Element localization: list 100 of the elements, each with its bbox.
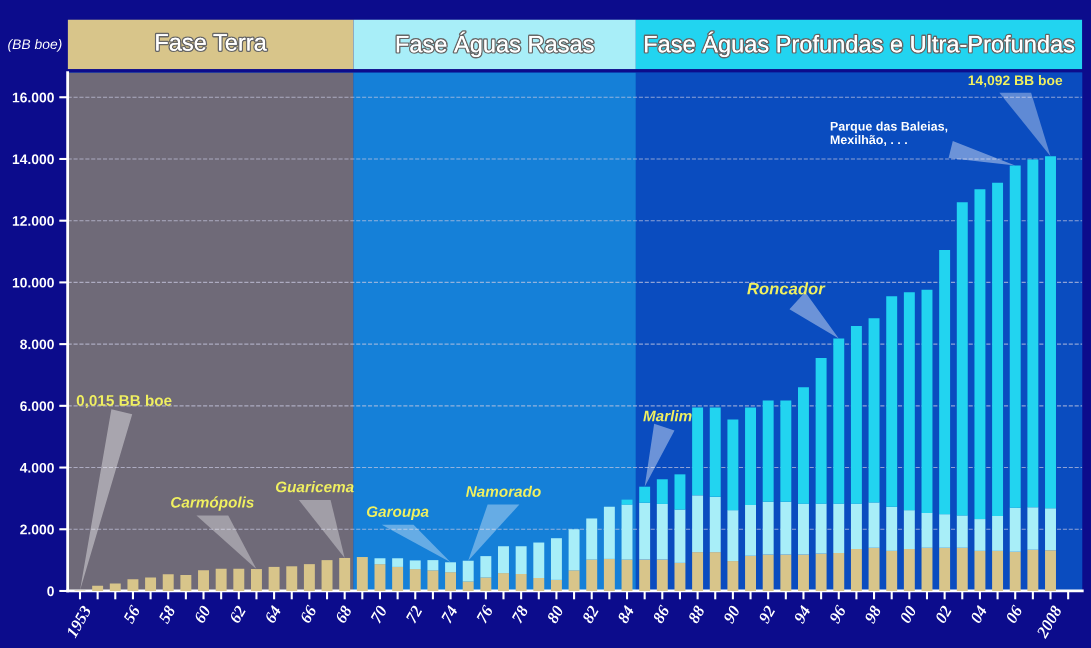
bar xyxy=(603,506,615,559)
bar xyxy=(833,503,845,554)
bar xyxy=(409,560,421,570)
bar xyxy=(127,579,139,591)
bar xyxy=(498,546,509,574)
bar xyxy=(533,578,545,591)
annotation: 0,015 BB boe xyxy=(76,394,172,409)
bar xyxy=(445,562,457,573)
annotation: Marlim xyxy=(643,410,692,422)
x-tick-label: 72 xyxy=(405,604,423,624)
y-tick-label: 6.000 xyxy=(20,401,54,411)
bar xyxy=(268,566,280,591)
bar xyxy=(709,552,721,591)
bar xyxy=(462,581,474,591)
bar xyxy=(374,564,386,591)
bar xyxy=(568,529,580,571)
x-tick-label: 66 xyxy=(299,604,318,624)
y-axis-title: (BB boe) xyxy=(8,38,62,52)
bar xyxy=(886,296,898,507)
y-tick-label: 12.000 xyxy=(12,216,54,226)
annotation: Namorado xyxy=(465,485,541,497)
y-tick-label: 16.000 xyxy=(12,92,54,103)
bar xyxy=(445,572,457,591)
bar xyxy=(568,570,580,591)
bar xyxy=(409,569,421,591)
bar xyxy=(480,556,492,578)
bar xyxy=(868,318,880,503)
bar xyxy=(815,503,827,554)
x-tick-label: 70 xyxy=(370,604,388,624)
x-tick-label: 00 xyxy=(899,604,917,624)
bar xyxy=(286,566,298,591)
bar xyxy=(727,510,739,562)
bar xyxy=(621,499,633,505)
bar xyxy=(92,585,104,591)
bar xyxy=(621,559,633,591)
bar xyxy=(427,570,439,591)
bar xyxy=(427,560,439,571)
band-label: Fase Terra xyxy=(156,34,267,51)
bar xyxy=(1027,549,1039,591)
bar xyxy=(921,547,933,591)
bar xyxy=(762,554,774,591)
bar xyxy=(798,387,809,504)
bar xyxy=(586,518,598,560)
bar xyxy=(1009,551,1021,591)
bar xyxy=(939,250,951,515)
bar xyxy=(215,568,227,591)
y-tick-label: 8.000 xyxy=(20,339,54,350)
annotation: Carmópolis xyxy=(171,496,254,511)
x-tick-label: 94 xyxy=(793,604,811,625)
bar xyxy=(921,289,933,513)
bar xyxy=(656,559,668,591)
x-tick-label: 80 xyxy=(546,604,565,625)
x-tick-label: 56 xyxy=(122,604,141,625)
bar xyxy=(727,561,739,591)
bar xyxy=(109,583,121,591)
bar xyxy=(586,559,598,591)
bar xyxy=(745,407,756,505)
x-tick-label: 84 xyxy=(616,604,635,625)
bar xyxy=(1027,159,1039,508)
x-tick-label: 04 xyxy=(969,604,988,624)
bar xyxy=(886,550,898,591)
bar xyxy=(550,579,562,591)
bar xyxy=(974,519,986,551)
bar xyxy=(533,542,545,579)
x-tick-label: 86 xyxy=(652,604,671,625)
bar xyxy=(162,574,174,591)
y-tick-label: 10.000 xyxy=(12,277,54,288)
bar xyxy=(992,550,1004,591)
bar xyxy=(656,479,668,504)
bar xyxy=(780,554,792,591)
bar xyxy=(692,407,704,496)
bar xyxy=(992,515,1004,551)
bar xyxy=(850,503,862,550)
bar xyxy=(868,502,880,548)
bar xyxy=(780,501,792,555)
bar xyxy=(515,574,527,591)
bar xyxy=(674,474,686,510)
bar xyxy=(815,358,827,504)
bar xyxy=(709,407,721,497)
bar xyxy=(903,510,915,550)
bar xyxy=(1027,507,1039,550)
bar xyxy=(480,577,492,591)
bar xyxy=(392,566,404,591)
bar xyxy=(886,506,898,551)
bar xyxy=(374,558,386,565)
bar xyxy=(780,400,792,502)
bar xyxy=(321,560,333,591)
bar xyxy=(674,509,686,563)
bar xyxy=(392,558,404,567)
bar xyxy=(798,554,809,591)
annotation: 14,092 BB boe xyxy=(968,75,1063,88)
x-tick-label: 58 xyxy=(158,604,176,625)
bar xyxy=(974,550,986,591)
y-tick-label: 4.000 xyxy=(19,462,54,473)
x-tick-label: 98 xyxy=(863,604,882,625)
bar xyxy=(868,547,880,591)
bar xyxy=(692,495,704,553)
bar xyxy=(639,559,651,591)
bar xyxy=(956,202,968,516)
x-tick-label: 60 xyxy=(193,604,212,624)
